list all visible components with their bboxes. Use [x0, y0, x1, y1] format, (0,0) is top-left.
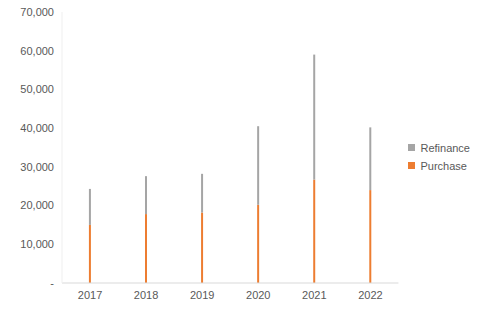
svg-text:10,000: 10,000: [20, 238, 54, 250]
svg-text:30,000: 30,000: [20, 161, 54, 173]
svg-text:2020: 2020: [246, 289, 270, 301]
svg-text:70,000: 70,000: [20, 6, 54, 18]
svg-text:20,000: 20,000: [20, 199, 54, 211]
svg-text:-: -: [50, 277, 54, 289]
svg-text:2021: 2021: [302, 289, 326, 301]
svg-text:50,000: 50,000: [20, 83, 54, 95]
svg-text:2018: 2018: [134, 289, 158, 301]
html-text:Refinance: Refinance: [420, 141, 470, 154]
html-text:Purchase: Purchase: [420, 159, 467, 172]
svg-text:2022: 2022: [358, 289, 382, 301]
svg-text:2017: 2017: [78, 289, 102, 301]
svg-text:60,000: 60,000: [20, 45, 54, 57]
svg-text:40,000: 40,000: [20, 122, 54, 134]
svg-text:2019: 2019: [190, 289, 214, 301]
